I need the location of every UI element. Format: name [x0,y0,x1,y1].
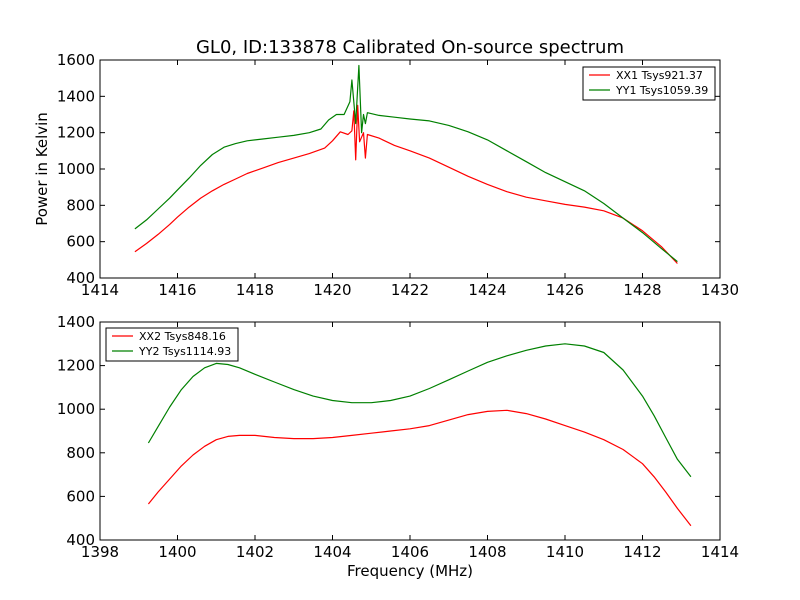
series-line-xx1 [134,104,678,264]
legend-box [105,327,239,362]
x-axis-label: Frequency (MHz) [347,562,473,580]
top-panel: 1414 1416 1418 1420 1422 1424 1426 1428 1430 400 6… [57,51,739,299]
series-line-yy1 [134,64,678,263]
legend: XX1 Tsys921.37 YY1 Tsys1059.39 [582,66,716,101]
series-line-xx2 [147,409,692,527]
x-tick-label: 1398 [81,543,119,561]
x-tick-label: 1416 [158,281,196,299]
y-tick-label: 1400 [57,313,95,331]
y-tick-label: 600 [66,233,95,251]
x-tick-label: 1418 [236,281,274,299]
x-tick-label: 1428 [623,281,661,299]
legend: XX2 Tsys848.16 YY2 Tsys1114.93 [105,327,239,362]
series-line-yy2 [147,343,692,478]
x-tick-label: 1408 [468,543,506,561]
y-tick-label: 1200 [57,124,95,142]
legend-box [582,66,716,101]
legend-entry: YY1 Tsys1059.39 [615,84,708,97]
y-tick-label: 1000 [57,400,95,418]
y-tick-label: 1400 [57,87,95,105]
y-tick-label: 400 [66,269,95,287]
x-tick-label: 1400 [158,543,196,561]
x-tick-label: 1430 [701,281,739,299]
x-tick-label: 1406 [391,543,429,561]
y-tick-label: 800 [66,444,95,462]
y-tick-label: 600 [66,487,95,505]
x-tick-label: 1412 [623,543,661,561]
legend-entry: XX2 Tsys848.16 [139,330,226,343]
x-tick-label: 1422 [391,281,429,299]
legend-entry: XX1 Tsys921.37 [616,69,703,82]
y-tick-label: 400 [66,531,95,549]
legend-entry: YY2 Tsys1114.93 [138,345,231,358]
x-tick-label: 1424 [468,281,506,299]
x-tick-label: 1404 [313,543,351,561]
x-tick-label: 1426 [546,281,584,299]
x-tick-label: 1414 [81,281,119,299]
y-tick-label: 800 [66,196,95,214]
x-tick-label: 1414 [701,543,739,561]
x-tick-label: 1402 [236,543,274,561]
x-tick-label: 1420 [313,281,351,299]
y-tick-label: 1000 [57,160,95,178]
x-tick-label: 1410 [546,543,584,561]
chart-title: GL0, ID:133878 Calibrated On-source spec… [196,37,624,58]
bottom-panel: 1398 1400 1402 1404 1406 1408 1410 1412 1414 400 6… [57,313,739,561]
y-tick-label: 1600 [57,51,95,69]
y-axis-label: Power in Kelvin [33,112,51,226]
y-tick-label: 1200 [57,357,95,375]
